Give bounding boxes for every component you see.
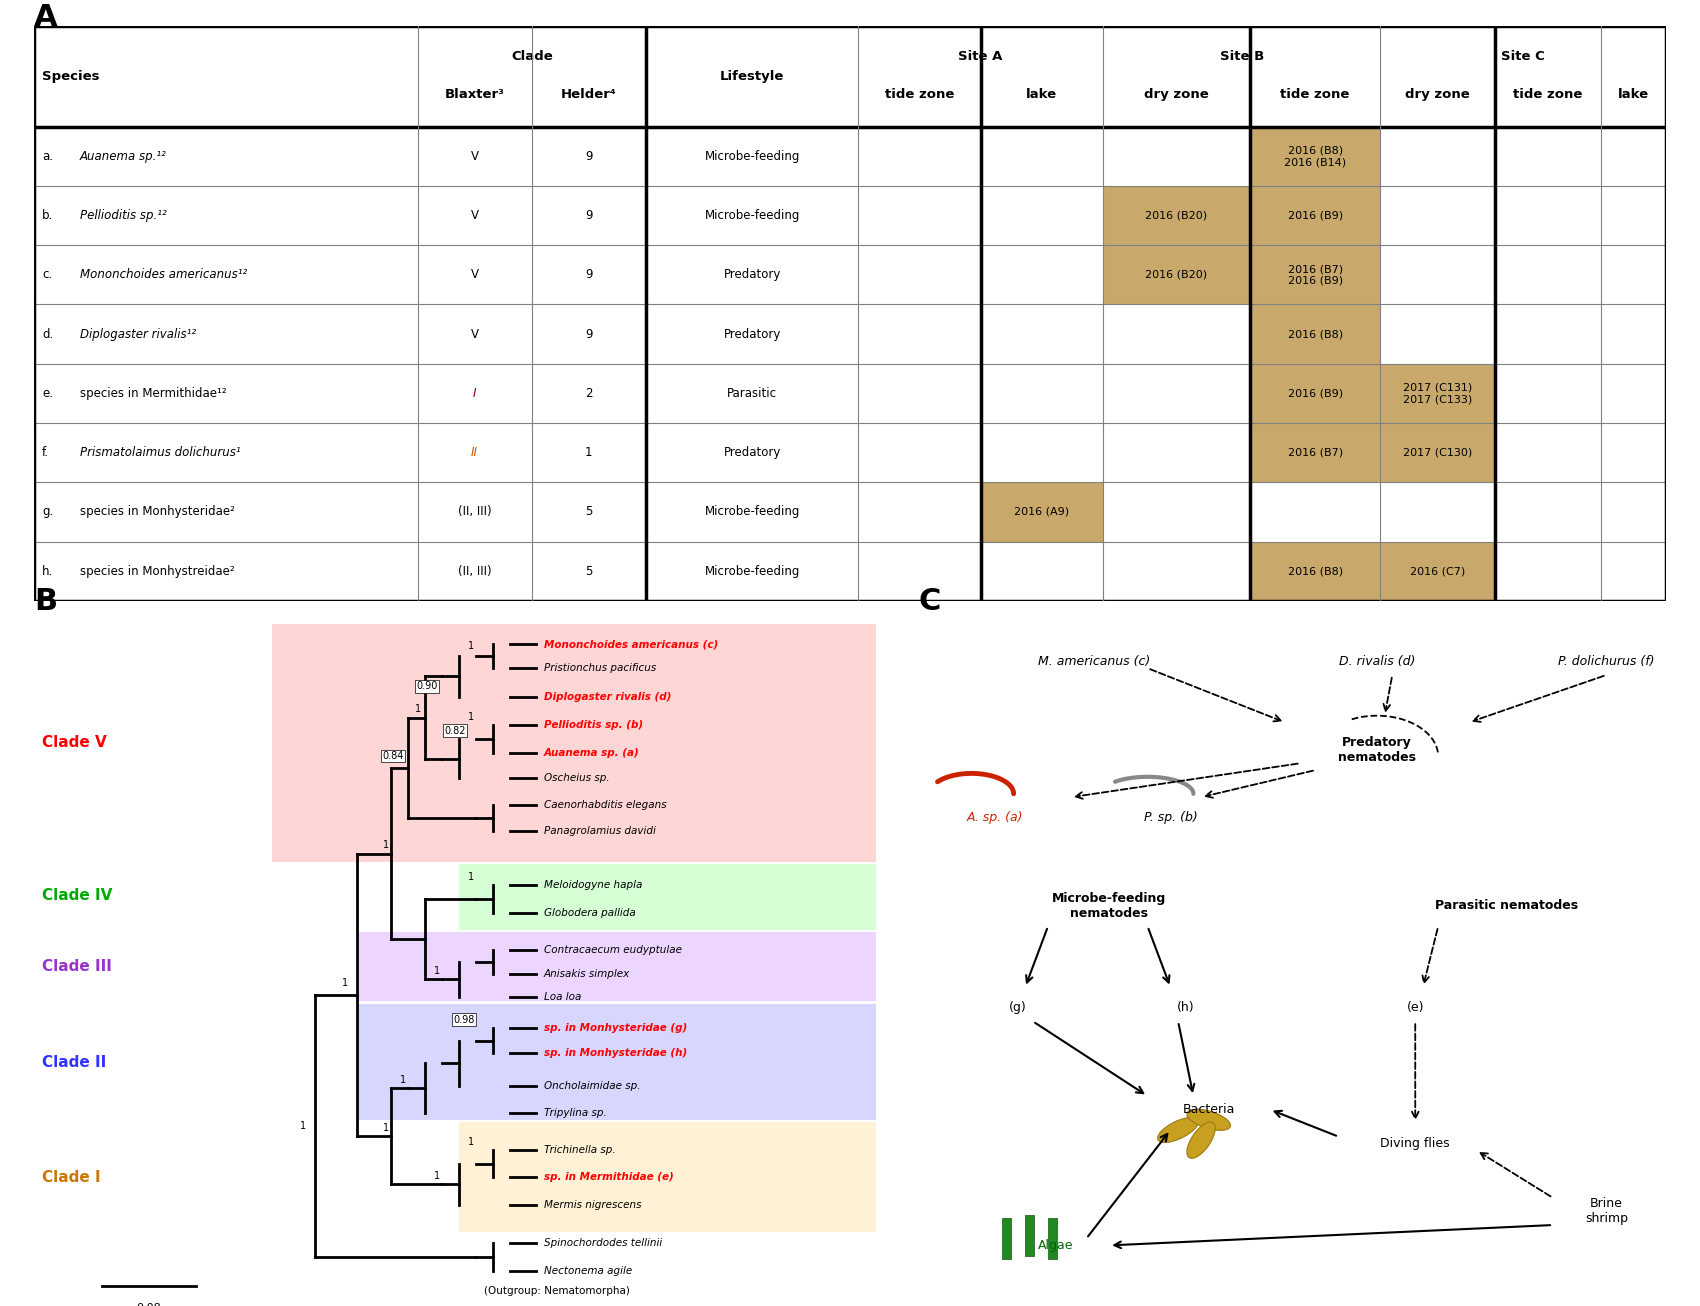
Text: Clade III: Clade III <box>42 960 112 974</box>
Text: A. sp. (a): A. sp. (a) <box>966 811 1023 824</box>
Text: dry zone: dry zone <box>1406 88 1470 101</box>
Bar <box>1025 1215 1034 1255</box>
Text: Helder⁴: Helder⁴ <box>561 88 617 101</box>
Bar <box>1250 127 1380 185</box>
Text: Diving flies: Diving flies <box>1380 1138 1450 1151</box>
Ellipse shape <box>1187 1122 1216 1158</box>
Text: Microbe-feeding
nematodes: Microbe-feeding nematodes <box>1052 892 1166 919</box>
Text: (h): (h) <box>1176 1002 1195 1015</box>
Text: I: I <box>473 387 476 400</box>
Text: 1: 1 <box>299 1121 306 1131</box>
Bar <box>981 482 1103 542</box>
Text: 2016 (B7)
2016 (B9): 2016 (B7) 2016 (B9) <box>1287 264 1343 286</box>
Text: 9: 9 <box>585 209 593 222</box>
Text: Meloidogyne hapla: Meloidogyne hapla <box>544 880 643 891</box>
Text: Oncholaimidae sp.: Oncholaimidae sp. <box>544 1081 641 1091</box>
Text: Trichinella sp.: Trichinella sp. <box>544 1145 615 1156</box>
Bar <box>1250 304 1380 363</box>
Text: Mermis nigrescens: Mermis nigrescens <box>544 1200 641 1209</box>
Text: h.: h. <box>42 564 53 577</box>
Text: Predatory: Predatory <box>724 268 780 281</box>
Text: 9: 9 <box>585 268 593 281</box>
Text: (II, III): (II, III) <box>457 564 491 577</box>
Text: Parasitic: Parasitic <box>728 387 777 400</box>
Text: Diplogaster rivalis¹²: Diplogaster rivalis¹² <box>80 328 196 341</box>
Bar <box>1250 363 1380 423</box>
Text: sp. in Monhysteridae (g): sp. in Monhysteridae (g) <box>544 1023 687 1033</box>
Bar <box>1047 1218 1057 1259</box>
Text: (Outgroup: Nematomorpha): (Outgroup: Nematomorpha) <box>484 1286 631 1296</box>
Text: Clade I: Clade I <box>42 1170 100 1185</box>
Text: sp. in Monhysteridae (h): sp. in Monhysteridae (h) <box>544 1049 687 1058</box>
Bar <box>1103 246 1250 304</box>
Text: 0.84: 0.84 <box>382 751 403 761</box>
Text: (e): (e) <box>1406 1002 1425 1015</box>
Text: 2017 (C130): 2017 (C130) <box>1402 448 1472 457</box>
Text: 2016 (C7): 2016 (C7) <box>1409 565 1465 576</box>
Text: 5: 5 <box>585 564 593 577</box>
Text: II: II <box>471 447 478 460</box>
Text: Loa loa: Loa loa <box>544 991 581 1002</box>
Text: Auanema sp.¹²: Auanema sp.¹² <box>80 150 167 163</box>
Text: 2016 (A9): 2016 (A9) <box>1015 507 1069 517</box>
Ellipse shape <box>1158 1118 1198 1143</box>
Text: 1: 1 <box>415 704 420 714</box>
Text: M. americanus (c): M. americanus (c) <box>1037 654 1151 667</box>
Text: 1: 1 <box>468 641 474 650</box>
Text: D. rivalis (d): D. rivalis (d) <box>1340 654 1414 667</box>
Text: 2016 (B9): 2016 (B9) <box>1287 388 1343 398</box>
Text: Microbe-feeding: Microbe-feeding <box>704 150 799 163</box>
Text: 0.82: 0.82 <box>444 726 466 735</box>
Text: V: V <box>471 150 479 163</box>
Text: Microbe-feeding: Microbe-feeding <box>704 505 799 518</box>
Text: Predatory
nematodes: Predatory nematodes <box>1338 735 1416 764</box>
Text: Diplogaster rivalis (d): Diplogaster rivalis (d) <box>544 692 672 701</box>
Text: C: C <box>918 586 940 615</box>
Bar <box>357 1004 876 1119</box>
Text: Site B: Site B <box>1219 50 1263 63</box>
Text: a.: a. <box>42 150 53 163</box>
Text: sp. in Mermithidae (e): sp. in Mermithidae (e) <box>544 1173 673 1182</box>
Text: e.: e. <box>42 387 53 400</box>
Text: tide zone: tide zone <box>1280 88 1350 101</box>
Text: Blaxter³: Blaxter³ <box>445 88 505 101</box>
Text: Anisakis simplex: Anisakis simplex <box>544 969 631 978</box>
Bar <box>1250 185 1380 246</box>
Text: species in Monhystreidae²: species in Monhystreidae² <box>80 564 235 577</box>
Text: 2016 (B8)
2016 (B14): 2016 (B8) 2016 (B14) <box>1284 145 1346 167</box>
Text: Algae: Algae <box>1039 1239 1073 1252</box>
Text: Nectonema agile: Nectonema agile <box>544 1266 632 1276</box>
Text: b.: b. <box>42 209 53 222</box>
Text: Oscheius sp.: Oscheius sp. <box>544 773 610 784</box>
Text: P. sp. (b): P. sp. (b) <box>1144 811 1197 824</box>
Text: A: A <box>34 3 58 33</box>
Text: c.: c. <box>42 268 53 281</box>
Text: 1: 1 <box>468 712 474 722</box>
Text: Predatory: Predatory <box>724 328 780 341</box>
Text: 2016 (B8): 2016 (B8) <box>1287 565 1343 576</box>
Text: Microbe-feeding: Microbe-feeding <box>704 564 799 577</box>
Text: Spinochordodes tellinii: Spinochordodes tellinii <box>544 1238 663 1249</box>
Text: Clade II: Clade II <box>42 1054 107 1070</box>
Text: dry zone: dry zone <box>1144 88 1209 101</box>
Text: 1: 1 <box>382 1123 389 1132</box>
Ellipse shape <box>1187 1109 1231 1131</box>
Text: Brine
shrimp: Brine shrimp <box>1584 1198 1629 1225</box>
Bar <box>1380 542 1494 601</box>
Bar <box>459 863 876 930</box>
Text: Tripylina sp.: Tripylina sp. <box>544 1107 607 1118</box>
Text: Contracaecum eudyptulae: Contracaecum eudyptulae <box>544 946 682 955</box>
Text: Prismatolaimus dolichurus¹: Prismatolaimus dolichurus¹ <box>80 447 240 460</box>
Text: 2: 2 <box>585 387 593 400</box>
Text: Species: Species <box>42 71 100 82</box>
Text: Pristionchus pacificus: Pristionchus pacificus <box>544 663 656 673</box>
Text: (g): (g) <box>1008 1002 1027 1015</box>
Text: (II, III): (II, III) <box>457 505 491 518</box>
Bar <box>459 1122 876 1232</box>
Text: Predatory: Predatory <box>724 447 780 460</box>
Text: species in Monhysteridae²: species in Monhysteridae² <box>80 505 235 518</box>
Text: B: B <box>34 586 58 615</box>
Bar <box>1250 542 1380 601</box>
Text: Microbe-feeding: Microbe-feeding <box>704 209 799 222</box>
Text: Site C: Site C <box>1501 50 1545 63</box>
